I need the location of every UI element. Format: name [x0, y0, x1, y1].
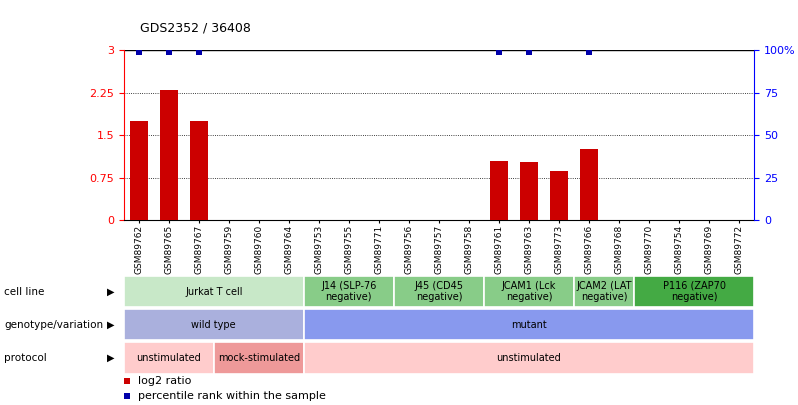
Text: JCAM1 (Lck
negative): JCAM1 (Lck negative) — [502, 281, 556, 303]
Text: ▶: ▶ — [107, 320, 114, 330]
Text: J45 (CD45
negative): J45 (CD45 negative) — [414, 281, 464, 303]
Bar — [634, 276, 754, 307]
Bar — [550, 171, 568, 220]
Bar — [190, 121, 207, 220]
Text: protocol: protocol — [4, 353, 47, 363]
Bar — [580, 149, 598, 220]
Text: mock-stimulated: mock-stimulated — [218, 353, 300, 363]
Text: ▶: ▶ — [107, 287, 114, 296]
Text: wild type: wild type — [192, 320, 236, 330]
Text: unstimulated: unstimulated — [136, 353, 201, 363]
Text: ▶: ▶ — [107, 353, 114, 363]
Bar — [304, 276, 394, 307]
Bar — [490, 161, 508, 220]
Bar — [574, 276, 634, 307]
Text: GDS2352 / 36408: GDS2352 / 36408 — [140, 21, 251, 34]
Bar — [124, 309, 304, 341]
Bar — [160, 90, 178, 220]
Bar — [304, 342, 754, 374]
Bar — [124, 276, 304, 307]
Text: unstimulated: unstimulated — [496, 353, 561, 363]
Text: log2 ratio: log2 ratio — [138, 376, 192, 386]
Bar — [484, 276, 574, 307]
Bar — [394, 276, 484, 307]
Bar — [304, 309, 754, 341]
Text: Jurkat T cell: Jurkat T cell — [185, 287, 243, 296]
Bar — [214, 342, 304, 374]
Text: JCAM2 (LAT
negative): JCAM2 (LAT negative) — [576, 281, 632, 303]
Text: J14 (SLP-76
negative): J14 (SLP-76 negative) — [321, 281, 377, 303]
Bar — [124, 342, 214, 374]
Text: cell line: cell line — [4, 287, 45, 296]
Text: percentile rank within the sample: percentile rank within the sample — [138, 391, 326, 401]
Text: P116 (ZAP70
negative): P116 (ZAP70 negative) — [662, 281, 725, 303]
Text: genotype/variation: genotype/variation — [4, 320, 103, 330]
Bar — [520, 162, 538, 220]
Bar — [130, 121, 148, 220]
Text: mutant: mutant — [511, 320, 547, 330]
